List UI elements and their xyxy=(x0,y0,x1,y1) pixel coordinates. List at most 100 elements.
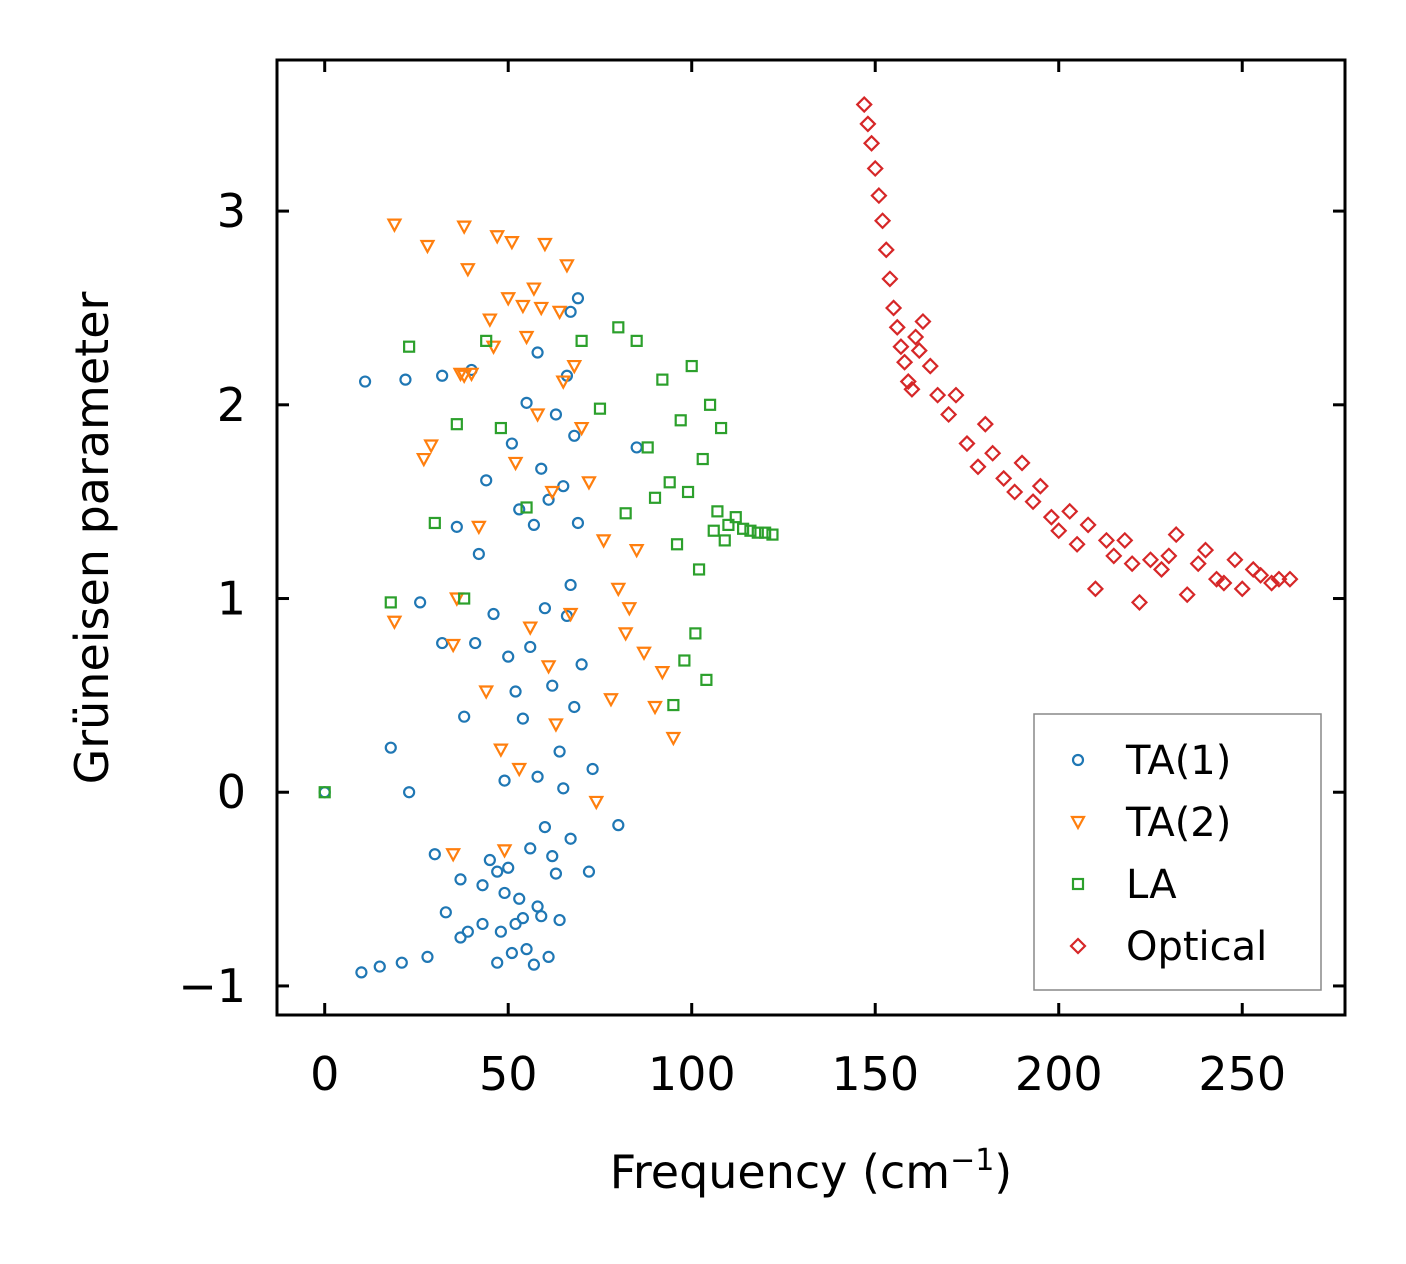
data-point xyxy=(469,636,482,650)
data-point xyxy=(1031,477,1049,495)
legend-marker xyxy=(1070,815,1086,831)
data-point xyxy=(707,524,720,537)
data-point xyxy=(1263,574,1281,592)
x-tick-label: 250 xyxy=(1198,1047,1286,1101)
data-point xyxy=(524,842,537,855)
data-point xyxy=(450,418,463,431)
data-point xyxy=(520,396,533,409)
series-ta-2- xyxy=(386,218,682,863)
data-point xyxy=(881,270,899,288)
plot-frame xyxy=(275,58,1347,1017)
data-point xyxy=(670,538,684,551)
data-point xyxy=(940,405,958,424)
x-tick-label: 100 xyxy=(648,1047,736,1101)
data-point xyxy=(419,239,436,255)
data-point xyxy=(549,867,563,880)
data-point xyxy=(456,369,473,385)
data-point xyxy=(564,832,577,845)
data-point xyxy=(612,321,625,334)
data-point xyxy=(654,666,671,681)
data-point xyxy=(1105,547,1123,565)
data-point xyxy=(1252,566,1270,584)
data-point xyxy=(575,334,588,347)
data-point xyxy=(480,474,493,487)
data-point xyxy=(544,485,561,501)
data-point xyxy=(628,543,645,559)
x-tick-label: 0 xyxy=(310,1047,339,1101)
data-point xyxy=(896,353,914,371)
data-point xyxy=(524,640,537,654)
data-point xyxy=(483,853,496,867)
data-point xyxy=(564,305,577,318)
data-point xyxy=(564,578,577,592)
data-point xyxy=(531,346,544,359)
data-point xyxy=(355,966,368,979)
data-point xyxy=(520,501,533,514)
data-point xyxy=(863,134,881,152)
data-point xyxy=(630,334,643,347)
data-point xyxy=(674,414,687,427)
data-point xyxy=(910,342,928,360)
data-point xyxy=(737,522,750,535)
data-point xyxy=(546,850,559,863)
data-point xyxy=(494,421,507,435)
data-point xyxy=(478,685,495,700)
data-point xyxy=(549,408,563,421)
data-point xyxy=(535,462,548,475)
x-tick-label: 150 xyxy=(831,1047,919,1101)
x-tick-label: 50 xyxy=(479,1047,538,1101)
data-point xyxy=(1270,570,1288,588)
series-la xyxy=(318,321,779,799)
data-point xyxy=(685,359,698,373)
data-point xyxy=(1178,586,1196,604)
data-point xyxy=(1006,483,1024,501)
data-point xyxy=(527,518,541,532)
data-point xyxy=(502,861,515,874)
data-point xyxy=(553,913,566,927)
data-point xyxy=(595,534,612,549)
data-point xyxy=(1123,555,1141,573)
data-point xyxy=(667,698,680,712)
data-point xyxy=(546,679,559,692)
data-point xyxy=(472,547,485,561)
data-point xyxy=(969,458,987,476)
data-point xyxy=(450,520,463,533)
data-point xyxy=(476,917,489,931)
data-point xyxy=(414,596,427,609)
data-point xyxy=(751,526,764,539)
data-point xyxy=(395,956,408,969)
data-point xyxy=(540,660,557,675)
data-point xyxy=(504,235,520,251)
data-point xyxy=(1281,570,1299,588)
data-point xyxy=(513,503,526,516)
y-tick-label: 1 xyxy=(217,572,246,626)
axis-ticks: 0 50 100 150 200 250 −1 0 1 2 3 xyxy=(178,60,1345,1101)
data-point xyxy=(562,607,579,623)
x-tick-label: 200 xyxy=(1015,1047,1103,1101)
data-point xyxy=(1141,551,1160,569)
data-point xyxy=(436,369,449,382)
data-point xyxy=(559,259,575,274)
data-point xyxy=(1024,493,1042,511)
data-point xyxy=(384,741,397,754)
data-point xyxy=(1097,531,1115,549)
legend-label: TA(2) xyxy=(1125,800,1231,846)
data-point xyxy=(593,402,607,415)
data-point xyxy=(516,712,529,725)
data-point xyxy=(663,476,676,489)
data-point xyxy=(1196,541,1215,559)
data-point xyxy=(513,892,526,905)
y-tick-label: 0 xyxy=(217,765,246,819)
data-point xyxy=(636,646,652,662)
data-point xyxy=(439,906,452,919)
data-point xyxy=(526,282,542,297)
data-point xyxy=(641,441,654,454)
legend: TA(1) TA(2) LA Optical xyxy=(1033,713,1322,991)
data-point xyxy=(509,685,522,698)
data-point xyxy=(1068,535,1086,553)
data-point xyxy=(487,607,500,621)
data-point xyxy=(445,848,462,863)
data-point xyxy=(571,292,585,305)
data-point xyxy=(480,334,493,347)
